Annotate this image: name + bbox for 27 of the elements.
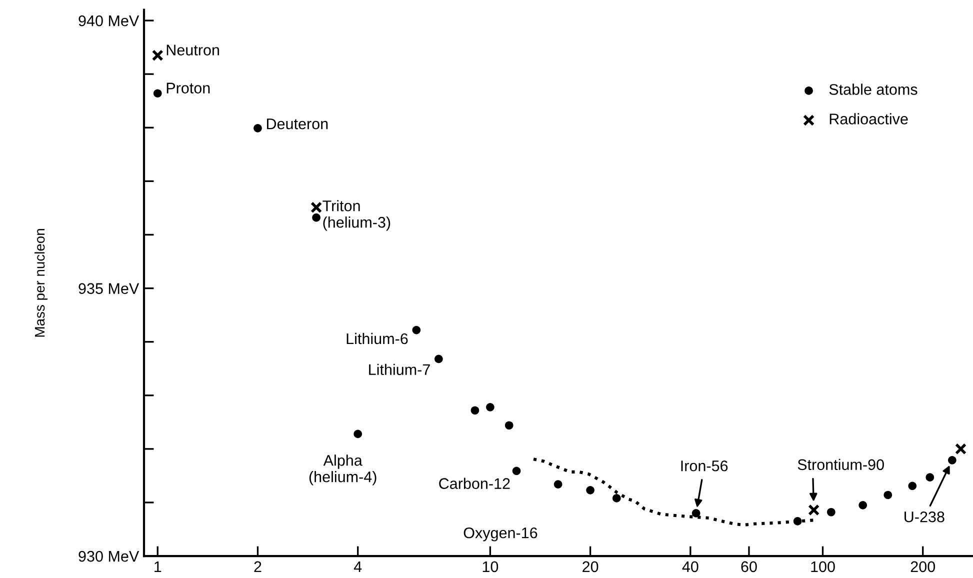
annotation: Triton (helium-3) bbox=[322, 200, 390, 231]
annotation: Iron-56 bbox=[681, 460, 728, 472]
annotation: Strontium-90 bbox=[798, 458, 884, 470]
x-tick-label: 2 bbox=[254, 561, 262, 572]
annotation: Lithium-7 bbox=[369, 364, 430, 376]
x-tick-label: 40 bbox=[682, 561, 698, 572]
y-axis-title: Mass per nucleon bbox=[34, 229, 48, 337]
annotation: U-238 bbox=[904, 511, 944, 522]
legend-label: Stable atoms bbox=[829, 84, 918, 95]
x-tick-label: 1 bbox=[154, 561, 162, 572]
x-tick-label: 4 bbox=[354, 561, 362, 572]
x-tick-label: 200 bbox=[910, 561, 936, 572]
annotation: Deuteron bbox=[266, 118, 328, 130]
annotation: Neutron bbox=[166, 44, 219, 56]
annotation: Proton bbox=[166, 82, 210, 94]
annotation: Oxygen-16 bbox=[464, 527, 538, 542]
y-tick-label: 940 MeV bbox=[78, 15, 140, 26]
annotation: Lithium-6 bbox=[346, 332, 408, 344]
x-tick-label: 10 bbox=[482, 561, 498, 572]
annotation: Carbon-12 bbox=[439, 478, 510, 489]
x-tick-label: 20 bbox=[582, 561, 598, 572]
y-tick-label: 930 MeV bbox=[78, 550, 140, 562]
x-tick-label: 60 bbox=[741, 561, 757, 572]
x-tick-label: 100 bbox=[811, 561, 835, 572]
annotation: Alpha (helium-4) bbox=[309, 454, 376, 486]
y-tick-label: 935 MeV bbox=[78, 283, 140, 294]
legend-label: Radioactive bbox=[830, 113, 908, 124]
